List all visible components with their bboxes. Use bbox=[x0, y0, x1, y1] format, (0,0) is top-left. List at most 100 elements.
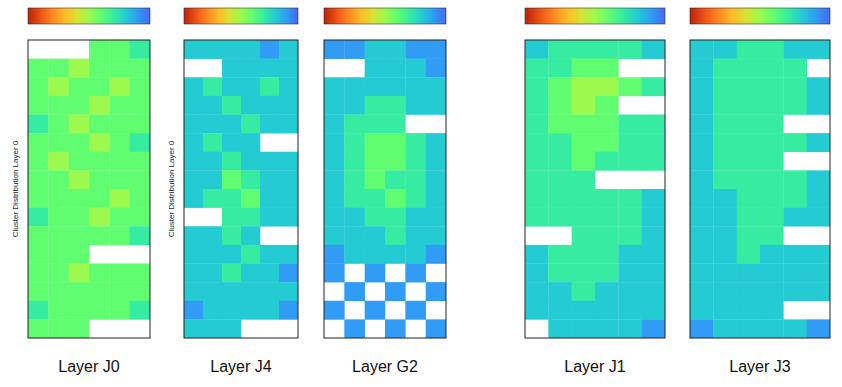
cell bbox=[595, 152, 619, 171]
cell bbox=[279, 96, 298, 115]
cells bbox=[525, 40, 665, 338]
cell bbox=[618, 282, 642, 301]
cell bbox=[783, 96, 807, 115]
cell bbox=[279, 208, 298, 227]
cell bbox=[737, 133, 761, 152]
cell bbox=[548, 133, 572, 152]
cell bbox=[28, 319, 49, 338]
cell bbox=[760, 226, 784, 245]
cell bbox=[690, 245, 714, 264]
cell bbox=[184, 96, 203, 115]
cell bbox=[365, 96, 386, 115]
cell bbox=[222, 59, 241, 78]
cell bbox=[48, 301, 69, 320]
cell bbox=[548, 115, 572, 134]
cell bbox=[405, 133, 426, 152]
cell bbox=[203, 115, 222, 134]
cell bbox=[713, 96, 737, 115]
cell bbox=[548, 96, 572, 115]
cell bbox=[130, 40, 150, 59]
cell bbox=[184, 133, 203, 152]
cell bbox=[279, 77, 298, 96]
cell bbox=[109, 170, 130, 189]
cell bbox=[783, 133, 807, 152]
cell bbox=[28, 208, 49, 227]
cell bbox=[365, 170, 386, 189]
cell bbox=[324, 133, 345, 152]
colorbar bbox=[28, 8, 150, 24]
cell bbox=[365, 77, 386, 96]
cell bbox=[69, 152, 90, 171]
cell bbox=[28, 245, 49, 264]
cell bbox=[324, 245, 345, 264]
cell bbox=[109, 59, 130, 78]
cell bbox=[595, 77, 619, 96]
cell bbox=[595, 40, 619, 59]
cell bbox=[324, 189, 345, 208]
cell bbox=[572, 96, 596, 115]
cell bbox=[690, 170, 714, 189]
cell bbox=[572, 301, 596, 320]
cell bbox=[548, 77, 572, 96]
plot-background bbox=[525, 40, 665, 338]
cell bbox=[130, 208, 150, 227]
cell bbox=[405, 96, 426, 115]
cell bbox=[618, 319, 642, 338]
cell bbox=[525, 115, 549, 134]
cell bbox=[783, 208, 807, 227]
cell bbox=[279, 189, 298, 208]
cell bbox=[595, 226, 619, 245]
cell bbox=[807, 319, 830, 338]
cell bbox=[48, 282, 69, 301]
cell bbox=[48, 115, 69, 134]
cell bbox=[737, 115, 761, 134]
cell bbox=[548, 208, 572, 227]
cell bbox=[28, 189, 49, 208]
cell bbox=[365, 245, 386, 264]
cell bbox=[690, 226, 714, 245]
cell bbox=[279, 301, 298, 320]
cell bbox=[130, 96, 150, 115]
cell bbox=[642, 208, 665, 227]
cell bbox=[365, 115, 386, 134]
cell bbox=[760, 301, 784, 320]
cell bbox=[572, 189, 596, 208]
cell bbox=[760, 59, 784, 78]
cell bbox=[548, 59, 572, 78]
cell bbox=[713, 301, 737, 320]
colorbar bbox=[324, 8, 446, 24]
cell bbox=[760, 170, 784, 189]
cell bbox=[89, 189, 110, 208]
cell bbox=[130, 77, 150, 96]
cell bbox=[690, 319, 714, 338]
cell bbox=[241, 208, 260, 227]
cell bbox=[737, 245, 761, 264]
cell bbox=[595, 264, 619, 283]
cell bbox=[783, 282, 807, 301]
cell bbox=[642, 319, 665, 338]
cell bbox=[344, 245, 365, 264]
cell bbox=[222, 245, 241, 264]
cell bbox=[279, 40, 298, 59]
cell bbox=[525, 208, 549, 227]
cell bbox=[203, 282, 222, 301]
cell bbox=[241, 77, 260, 96]
cell bbox=[203, 319, 222, 338]
cell bbox=[385, 245, 406, 264]
cell bbox=[783, 77, 807, 96]
cell bbox=[222, 77, 241, 96]
cell bbox=[279, 115, 298, 134]
cell bbox=[385, 96, 406, 115]
cell bbox=[48, 245, 69, 264]
cell bbox=[405, 208, 426, 227]
cell bbox=[737, 40, 761, 59]
cell bbox=[89, 59, 110, 78]
cell bbox=[365, 264, 386, 283]
cell bbox=[344, 152, 365, 171]
cell bbox=[89, 301, 110, 320]
cell bbox=[48, 59, 69, 78]
cell bbox=[760, 133, 784, 152]
cell bbox=[279, 59, 298, 78]
cell bbox=[89, 133, 110, 152]
cell bbox=[760, 319, 784, 338]
